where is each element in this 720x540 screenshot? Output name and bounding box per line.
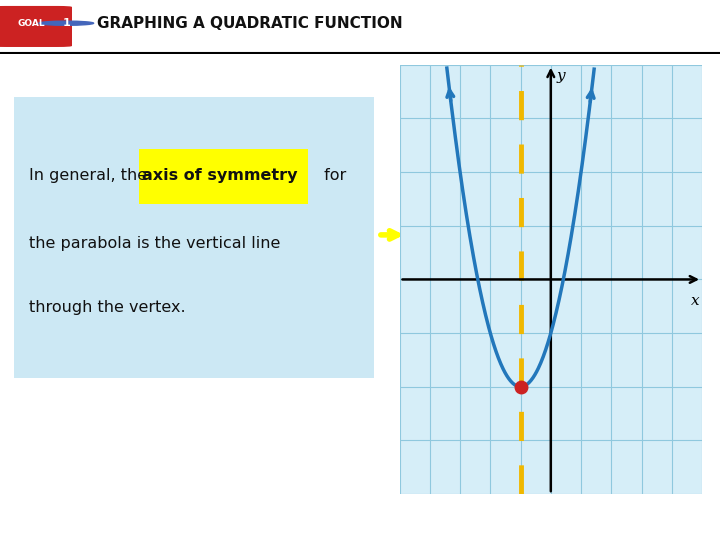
Text: 1: 1: [63, 18, 70, 28]
Circle shape: [39, 21, 94, 25]
Text: y: y: [557, 69, 565, 83]
FancyBboxPatch shape: [14, 97, 374, 378]
Text: In general, the: In general, the: [29, 168, 152, 183]
FancyBboxPatch shape: [0, 6, 72, 47]
Text: axis of symmetry: axis of symmetry: [143, 168, 297, 183]
Text: GRAPHING A QUADRATIC FUNCTION: GRAPHING A QUADRATIC FUNCTION: [97, 16, 402, 31]
Text: x: x: [691, 294, 700, 308]
Text: for: for: [319, 168, 346, 183]
Text: through the vertex.: through the vertex.: [29, 300, 186, 315]
FancyBboxPatch shape: [139, 149, 308, 204]
Text: GOAL: GOAL: [18, 19, 45, 28]
Text: the parabola is the vertical line: the parabola is the vertical line: [29, 236, 280, 251]
